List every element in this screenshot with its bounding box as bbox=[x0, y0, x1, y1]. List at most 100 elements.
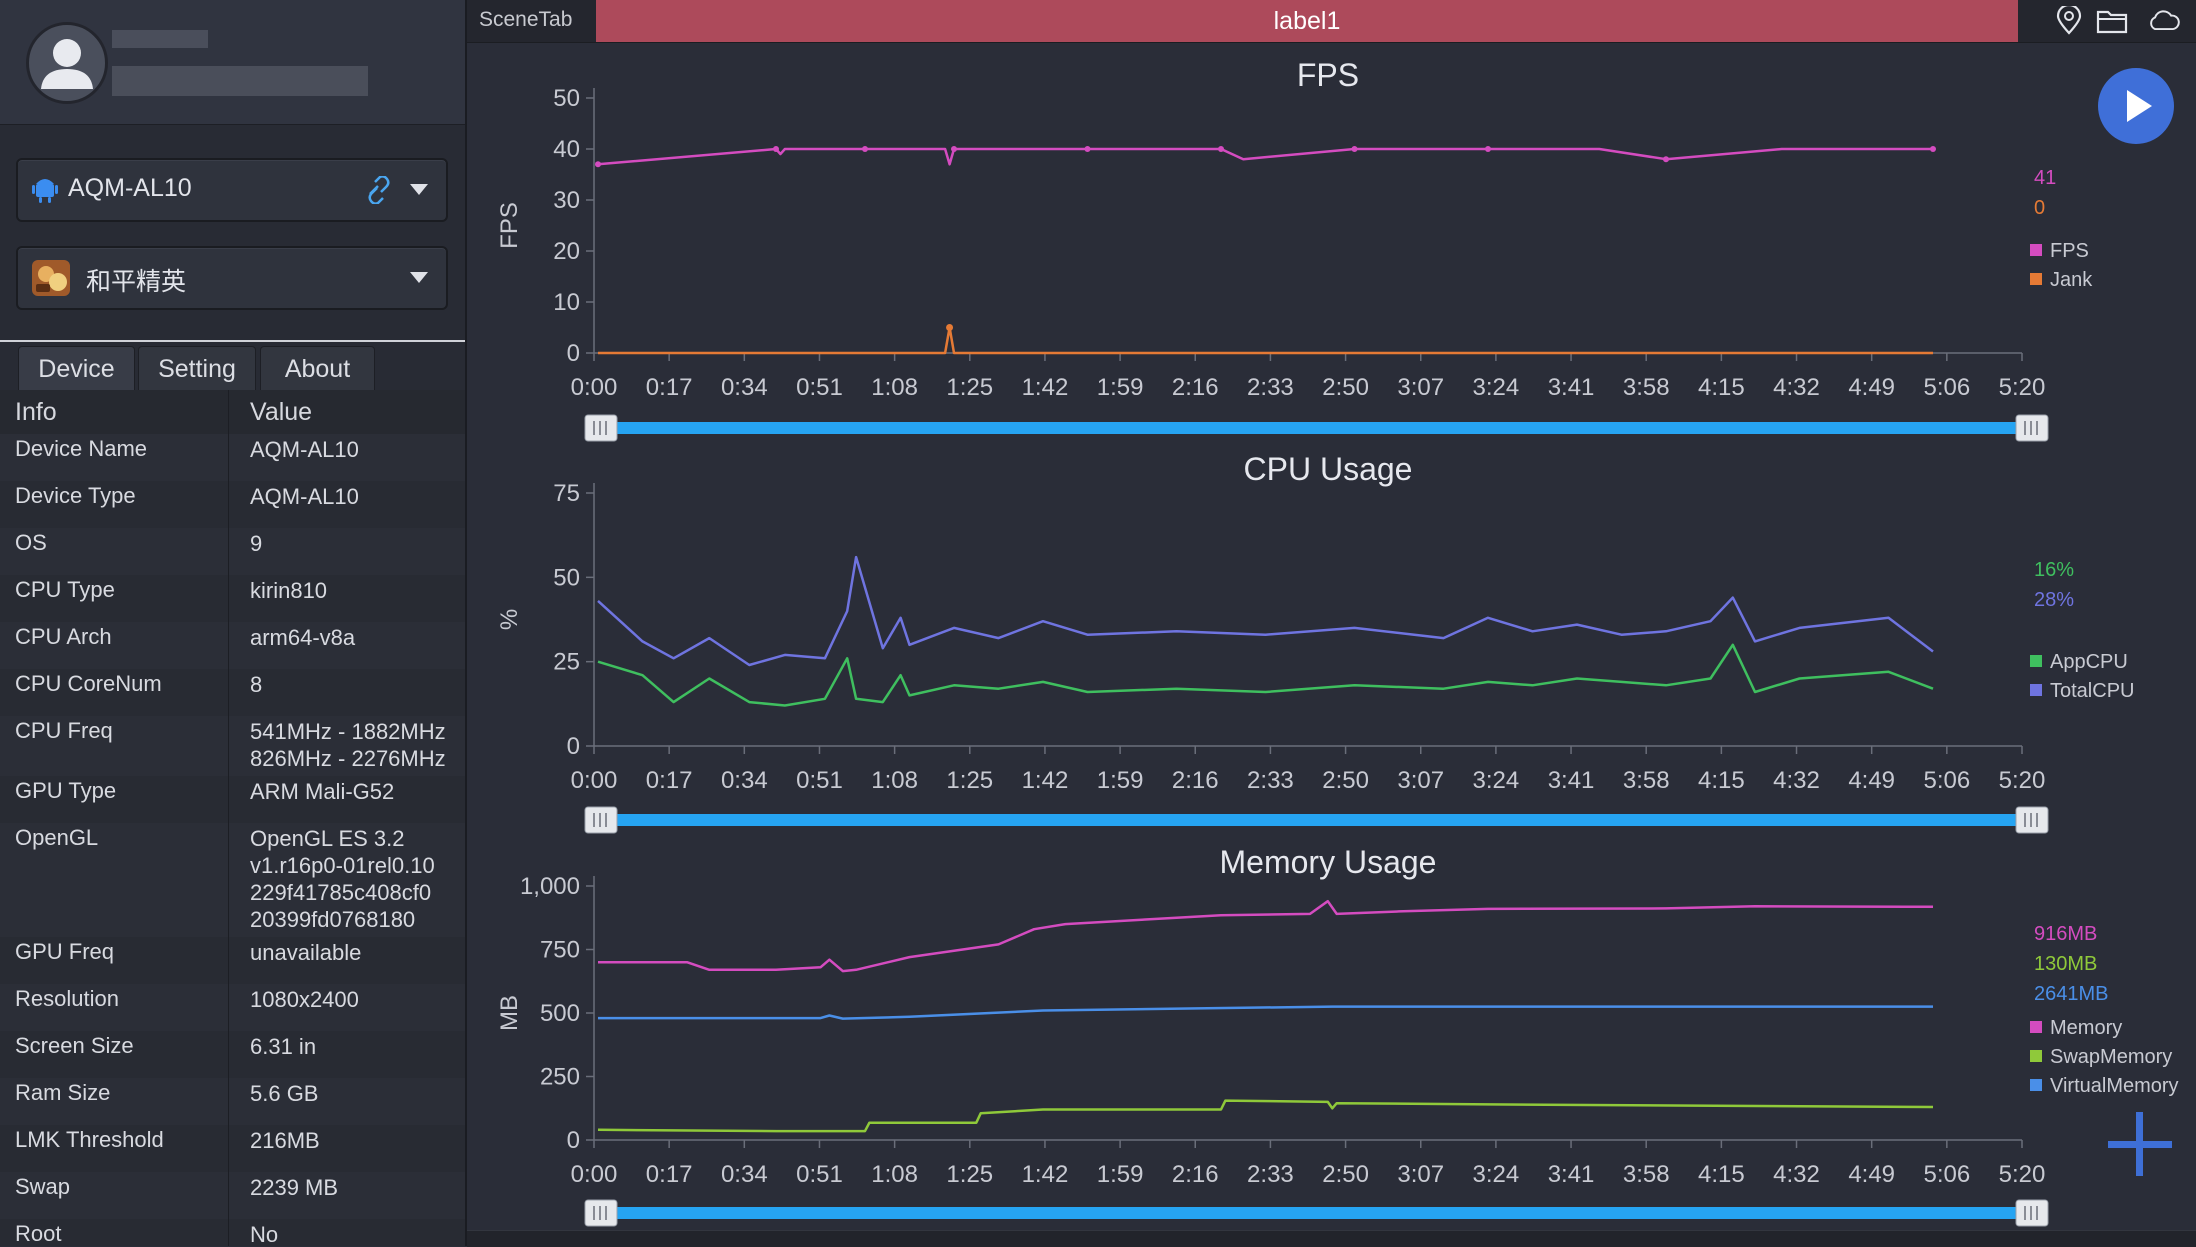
tab-setting[interactable]: Setting bbox=[138, 346, 256, 392]
x-tick-label: 4:15 bbox=[1698, 1161, 1745, 1188]
x-tick-label: 2:33 bbox=[1247, 767, 1294, 794]
info-value: 9 bbox=[250, 531, 263, 556]
info-value: 541MHz - 1882MHz 826MHz - 2276MHz bbox=[250, 719, 446, 771]
info-value: 2239 MB bbox=[250, 1175, 339, 1200]
series-line-totalcpu bbox=[597, 555, 1934, 667]
x-tick-label: 2:50 bbox=[1322, 1161, 1369, 1188]
fps-point bbox=[773, 146, 779, 152]
scene-label-tab[interactable]: label1 bbox=[596, 0, 2018, 42]
info-row[interactable]: Device Type AQM-AL10 bbox=[0, 481, 465, 529]
chart-title: FPS bbox=[1297, 57, 1359, 93]
y-tick-label: 250 bbox=[540, 1064, 580, 1091]
info-row[interactable]: Swap 2239 MB bbox=[0, 1172, 465, 1220]
info-row[interactable]: CPU CoreNum 8 bbox=[0, 669, 465, 717]
legend-label-virtualmemory: VirtualMemory bbox=[2050, 1075, 2179, 1097]
info-key: Resolution bbox=[15, 986, 119, 1011]
link-icon[interactable] bbox=[364, 176, 394, 204]
range-handle bbox=[2015, 414, 2049, 442]
x-tick-label: 2:16 bbox=[1172, 767, 1219, 794]
tab-device[interactable]: Device bbox=[18, 346, 135, 392]
legend-swatch bbox=[2030, 1050, 2042, 1062]
fps-point bbox=[1351, 146, 1358, 152]
info-value: 6.31 in bbox=[250, 1034, 317, 1059]
y-tick-label: 750 bbox=[540, 937, 580, 964]
fps-point bbox=[951, 146, 957, 152]
app-select[interactable]: 和平精英 bbox=[16, 246, 448, 310]
android-icon bbox=[32, 179, 58, 203]
info-value: 216MB bbox=[250, 1128, 320, 1153]
info-row[interactable]: Device Name AQM-AL10 bbox=[0, 434, 465, 482]
series-line-swapmemory bbox=[597, 1099, 1934, 1133]
series-line-jank bbox=[598, 326, 1933, 355]
x-tick-label: 2:16 bbox=[1172, 374, 1219, 401]
y-tick-label: 20 bbox=[553, 238, 580, 265]
series-line-virtualmemory bbox=[598, 1005, 1933, 1020]
info-row[interactable]: CPU Freq 541MHz - 1882MHz 826MHz - 2276MH… bbox=[0, 716, 465, 777]
device-select[interactable]: AQM-AL10 bbox=[16, 158, 448, 222]
legend-label-totalcpu: TotalCPU bbox=[2050, 680, 2134, 702]
y-axis-label: MB bbox=[496, 995, 523, 1031]
plus-icon bbox=[2108, 1112, 2172, 1176]
info-row[interactable]: LMK Threshold 216MB bbox=[0, 1125, 465, 1173]
info-column-header[interactable]: Info bbox=[15, 398, 57, 426]
legend-label-memory: Memory bbox=[2050, 1017, 2122, 1039]
avatar[interactable] bbox=[26, 22, 108, 104]
x-tick-label: 1:08 bbox=[871, 767, 918, 794]
folder-icon[interactable] bbox=[2095, 6, 2129, 36]
x-tick-label: 4:15 bbox=[1698, 767, 1745, 794]
value-column-header[interactable]: Value bbox=[250, 398, 313, 426]
range-handle bbox=[2015, 806, 2049, 834]
x-tick-label: 3:58 bbox=[1623, 374, 1670, 401]
x-tick-label: 3:58 bbox=[1623, 1161, 1670, 1188]
x-tick-label: 2:33 bbox=[1247, 374, 1294, 401]
info-row[interactable]: Screen Size 6.31 in bbox=[0, 1031, 465, 1079]
info-row[interactable]: OS 9 bbox=[0, 528, 465, 576]
app-select-value: 和平精英 bbox=[86, 268, 187, 296]
charts-area: FPS FPS 0 10 20 30 40 50 0:00 0:17 0:34 0:51 1:08 1:2… bbox=[467, 42, 2196, 1246]
x-tick-label: 3:07 bbox=[1397, 1161, 1444, 1188]
legend-label-swapmemory: SwapMemory bbox=[2050, 1046, 2172, 1068]
current-value-totalcpu: 28% bbox=[2034, 589, 2074, 611]
cloud-icon[interactable] bbox=[2147, 6, 2181, 36]
info-row[interactable]: GPU Freq unavailable bbox=[0, 937, 465, 985]
info-row[interactable]: Root No bbox=[0, 1219, 465, 1246]
info-value: 1080x2400 bbox=[250, 987, 359, 1012]
info-row[interactable]: GPU Type ARM Mali-G52 bbox=[0, 776, 465, 824]
x-tick-label: 1:42 bbox=[1022, 767, 1069, 794]
location-pin-icon[interactable] bbox=[2052, 6, 2086, 36]
info-row[interactable]: OpenGL OpenGL ES 3.2 v1.r16p0-01rel0.10 2… bbox=[0, 823, 465, 938]
info-key: Device Type bbox=[15, 483, 136, 508]
chart-title: Memory Usage bbox=[1220, 844, 1437, 880]
info-value: AQM-AL10 bbox=[250, 484, 359, 509]
x-tick-label: 0:34 bbox=[721, 1161, 768, 1188]
sidebar: AQM-AL10 和平精英 Device Setting About Info … bbox=[0, 0, 467, 1246]
x-tick-label: 1:42 bbox=[1022, 374, 1069, 401]
game-icon bbox=[32, 260, 70, 296]
x-tick-label: 1:59 bbox=[1097, 767, 1144, 794]
scene-tab[interactable]: SceneTab bbox=[479, 8, 573, 31]
x-tick-label: 3:41 bbox=[1548, 374, 1595, 401]
x-tick-label: 5:06 bbox=[1923, 374, 1970, 401]
x-tick-label: 0:51 bbox=[796, 1161, 843, 1188]
play-button[interactable] bbox=[2098, 68, 2174, 144]
x-tick-label: 1:25 bbox=[946, 374, 993, 401]
info-row[interactable]: CPU Arch arm64-v8a bbox=[0, 622, 465, 670]
x-tick-label: 1:08 bbox=[871, 374, 918, 401]
x-tick-label: 3:58 bbox=[1623, 767, 1670, 794]
info-row[interactable]: Ram Size 5.6 GB bbox=[0, 1078, 465, 1126]
tab-about[interactable]: About bbox=[260, 346, 375, 392]
x-tick-label: 0:00 bbox=[571, 767, 618, 794]
info-value: 8 bbox=[250, 672, 263, 697]
info-row[interactable]: CPU Type kirin810 bbox=[0, 575, 465, 623]
legend-label-fps: FPS bbox=[2050, 240, 2089, 262]
fps-point bbox=[1663, 156, 1669, 163]
x-tick-label: 4:49 bbox=[1848, 374, 1895, 401]
x-tick-label: 0:00 bbox=[571, 374, 618, 401]
info-key: OS bbox=[15, 530, 47, 555]
add-chart-button[interactable] bbox=[2104, 1108, 2176, 1180]
x-tick-label: 2:50 bbox=[1322, 374, 1369, 401]
info-key: Ram Size bbox=[15, 1080, 111, 1105]
x-tick-label: 1:59 bbox=[1097, 1161, 1144, 1188]
info-row[interactable]: Resolution 1080x2400 bbox=[0, 984, 465, 1032]
